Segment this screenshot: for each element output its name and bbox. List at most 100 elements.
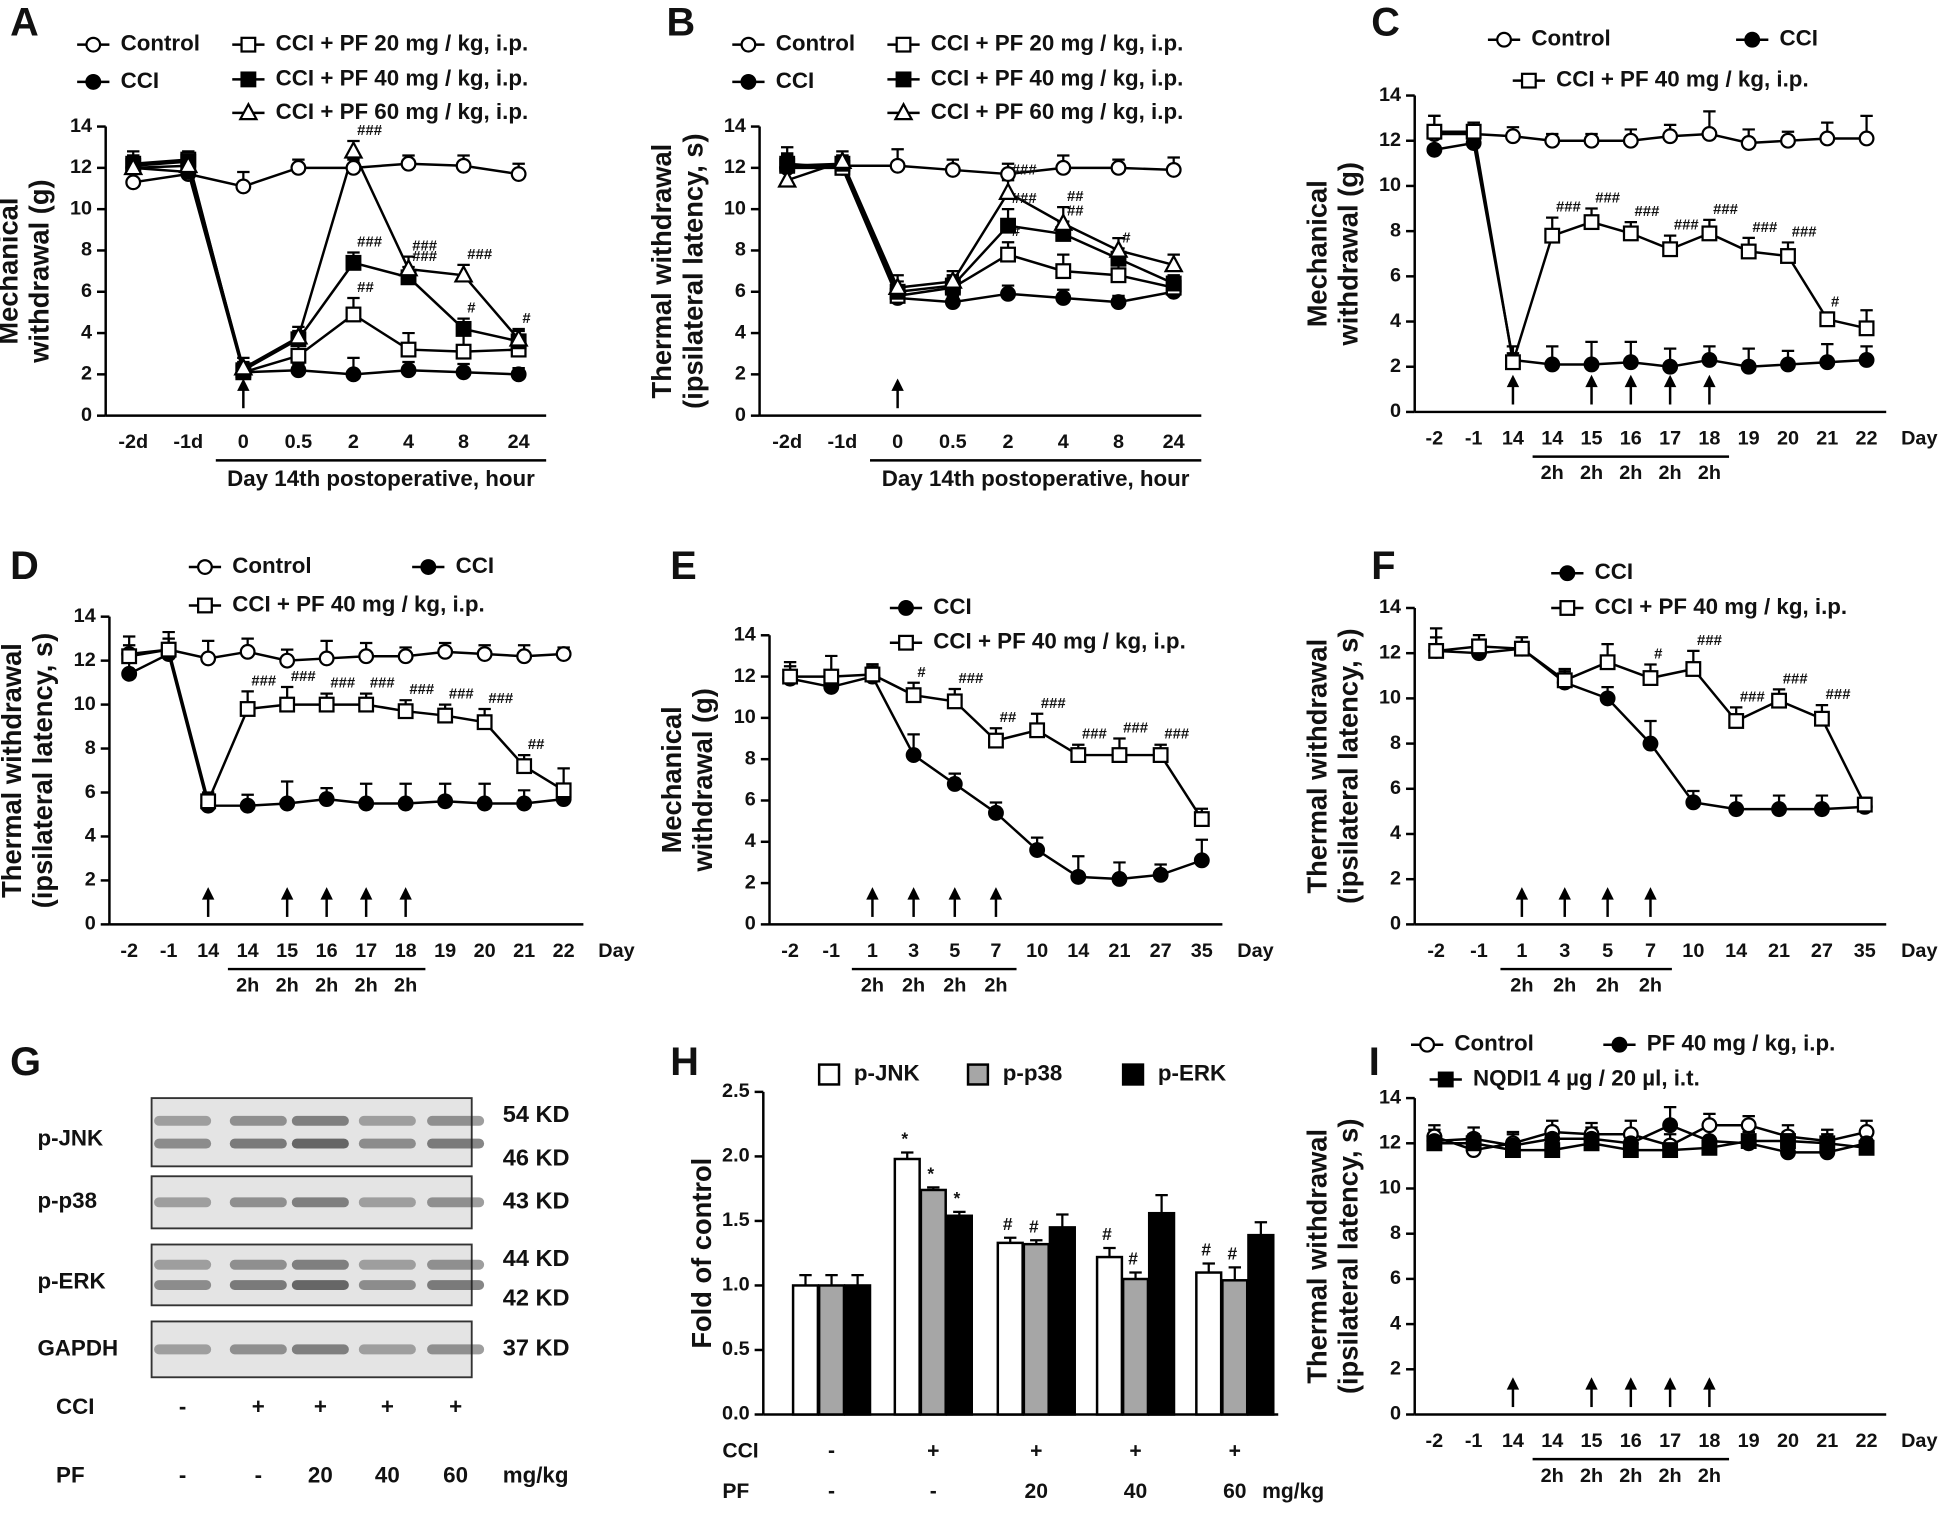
dose-arrow-head (1703, 374, 1716, 388)
marker (239, 701, 256, 717)
series-line (133, 166, 519, 376)
marker (160, 641, 177, 658)
marker (998, 181, 1018, 200)
significance: * (927, 1164, 934, 1184)
significance: ### (1635, 204, 1661, 220)
y-tick-label: 0.5 (722, 1338, 750, 1360)
marker (1110, 294, 1127, 311)
significance: ### (1752, 220, 1778, 236)
marker (437, 643, 454, 660)
marker (318, 696, 335, 713)
x-tick-label: 22 (1856, 427, 1878, 449)
y-tick-label: 12 (74, 649, 96, 671)
marker (1193, 852, 1210, 869)
x-tick-label: 35 (1191, 940, 1213, 962)
marker (397, 703, 414, 720)
x-sublabel: 2h (1659, 462, 1682, 484)
x-tick-label: 8 (1113, 431, 1124, 453)
condition-unit: mg/kg (503, 1462, 569, 1487)
marker (1740, 1117, 1757, 1134)
x-tick-label: 14 (1067, 940, 1089, 962)
marker (345, 306, 362, 323)
legend-swatch (966, 1063, 990, 1086)
marker (946, 693, 963, 710)
marker (1701, 352, 1718, 368)
y-tick-label: 6 (1390, 1267, 1401, 1289)
y-tick-label: 14 (74, 605, 96, 627)
y-tick-label: 8 (745, 747, 756, 769)
y-tick-label: 4 (1390, 1312, 1401, 1334)
marker (437, 707, 454, 724)
bar (1048, 1226, 1076, 1416)
x-tick-label: 17 (355, 940, 377, 962)
bar (1121, 1277, 1150, 1416)
x-sublabel: 2h (1580, 462, 1603, 484)
marker (1662, 1142, 1679, 1159)
dose-arrow-head (866, 887, 879, 900)
x-tick-label: 14 (1502, 427, 1524, 449)
y-tick-label: 8 (1390, 219, 1401, 241)
dose-arrow-head (280, 887, 294, 900)
series-line (128, 648, 565, 806)
dose-arrow-head (1624, 1377, 1638, 1390)
condition-value: - (255, 1462, 262, 1487)
marker (1000, 285, 1016, 302)
marker (238, 101, 259, 121)
y-tick-label: 8 (1390, 1222, 1401, 1244)
condition-label: PF (56, 1462, 85, 1487)
marker (1029, 842, 1046, 858)
legend-swatch (817, 1063, 841, 1086)
marker (1583, 356, 1600, 373)
x-tick-label: 5 (1602, 940, 1613, 962)
dose-arrow-head (201, 887, 215, 900)
legend-label: CCI (933, 594, 971, 619)
marker (1728, 713, 1745, 729)
panel-letter: G (10, 1040, 41, 1084)
marker (343, 140, 364, 159)
marker (455, 157, 472, 174)
x-tick-label: 1 (867, 940, 878, 962)
significance: ### (467, 247, 493, 263)
marker (1505, 354, 1521, 371)
marker (197, 597, 213, 614)
significance: ### (1012, 191, 1038, 207)
condition-value: - (828, 1480, 835, 1503)
significance: ### (1012, 162, 1038, 178)
blot-band (229, 1344, 287, 1355)
blot-band (358, 1280, 416, 1291)
marker (895, 36, 912, 53)
blot-band (358, 1197, 416, 1208)
y-tick-label: 4 (1390, 310, 1401, 332)
marker (1544, 132, 1561, 149)
y-tick-label: 6 (735, 280, 746, 302)
legend-label: Control (232, 553, 311, 578)
dose-arrow-head (891, 378, 904, 391)
marker (233, 357, 254, 376)
condition-value: 40 (1124, 1480, 1147, 1503)
x-tick-label: 21 (1768, 940, 1790, 962)
significance: * (953, 1188, 960, 1208)
significance: ### (370, 676, 396, 692)
dose-arrow-head (1663, 1377, 1677, 1390)
bar (919, 1188, 947, 1416)
y-axis-label: withdrawal (g) (1332, 162, 1363, 346)
legend-label: CCI (776, 68, 814, 93)
marker (1819, 354, 1836, 371)
significance: # (917, 665, 926, 681)
dose-arrow-head (1506, 1377, 1520, 1390)
y-tick-label: 0 (1390, 400, 1401, 422)
significance: ### (1792, 224, 1818, 240)
significance: ### (412, 239, 438, 255)
x-tick-label: 24 (1163, 431, 1185, 453)
x-tick-label: 20 (1777, 427, 1799, 449)
marker (555, 782, 572, 799)
y-axis-label: Fold of control (686, 1158, 717, 1349)
significance: # (1012, 224, 1021, 240)
legend-label: CCI + PF 40 mg / kg, i.p. (276, 65, 529, 90)
bar (843, 1284, 872, 1416)
x-tick-label: -1 (822, 940, 840, 962)
blot-band (427, 1280, 485, 1291)
marker (1622, 225, 1639, 242)
significance: # (467, 301, 476, 317)
blot-band (427, 1138, 485, 1149)
